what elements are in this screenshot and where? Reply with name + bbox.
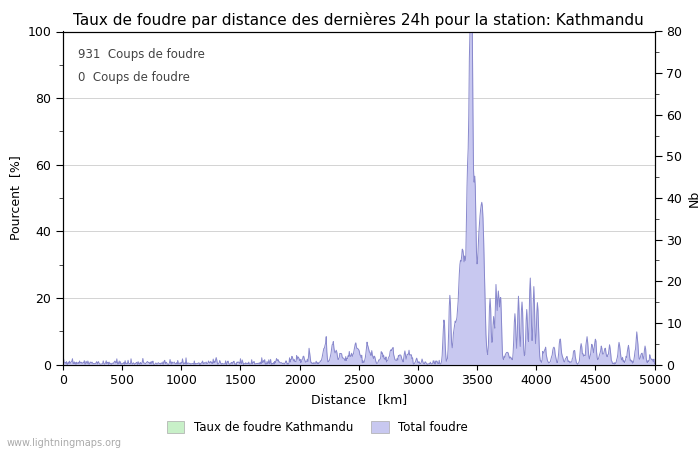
X-axis label: Distance   [km]: Distance [km]	[311, 393, 407, 406]
Text: 0  Coups de foudre: 0 Coups de foudre	[78, 72, 190, 85]
Y-axis label: Nb: Nb	[688, 189, 700, 207]
Title: Taux de foudre par distance des dernières 24h pour la station: Kathmandu: Taux de foudre par distance des dernière…	[74, 12, 644, 27]
Text: 931  Coups de foudre: 931 Coups de foudre	[78, 48, 204, 61]
Text: www.lightningmaps.org: www.lightningmaps.org	[7, 438, 122, 448]
Y-axis label: Pourcent  [%]: Pourcent [%]	[9, 156, 22, 240]
Legend: Taux de foudre Kathmandu, Total foudre: Taux de foudre Kathmandu, Total foudre	[162, 416, 472, 438]
